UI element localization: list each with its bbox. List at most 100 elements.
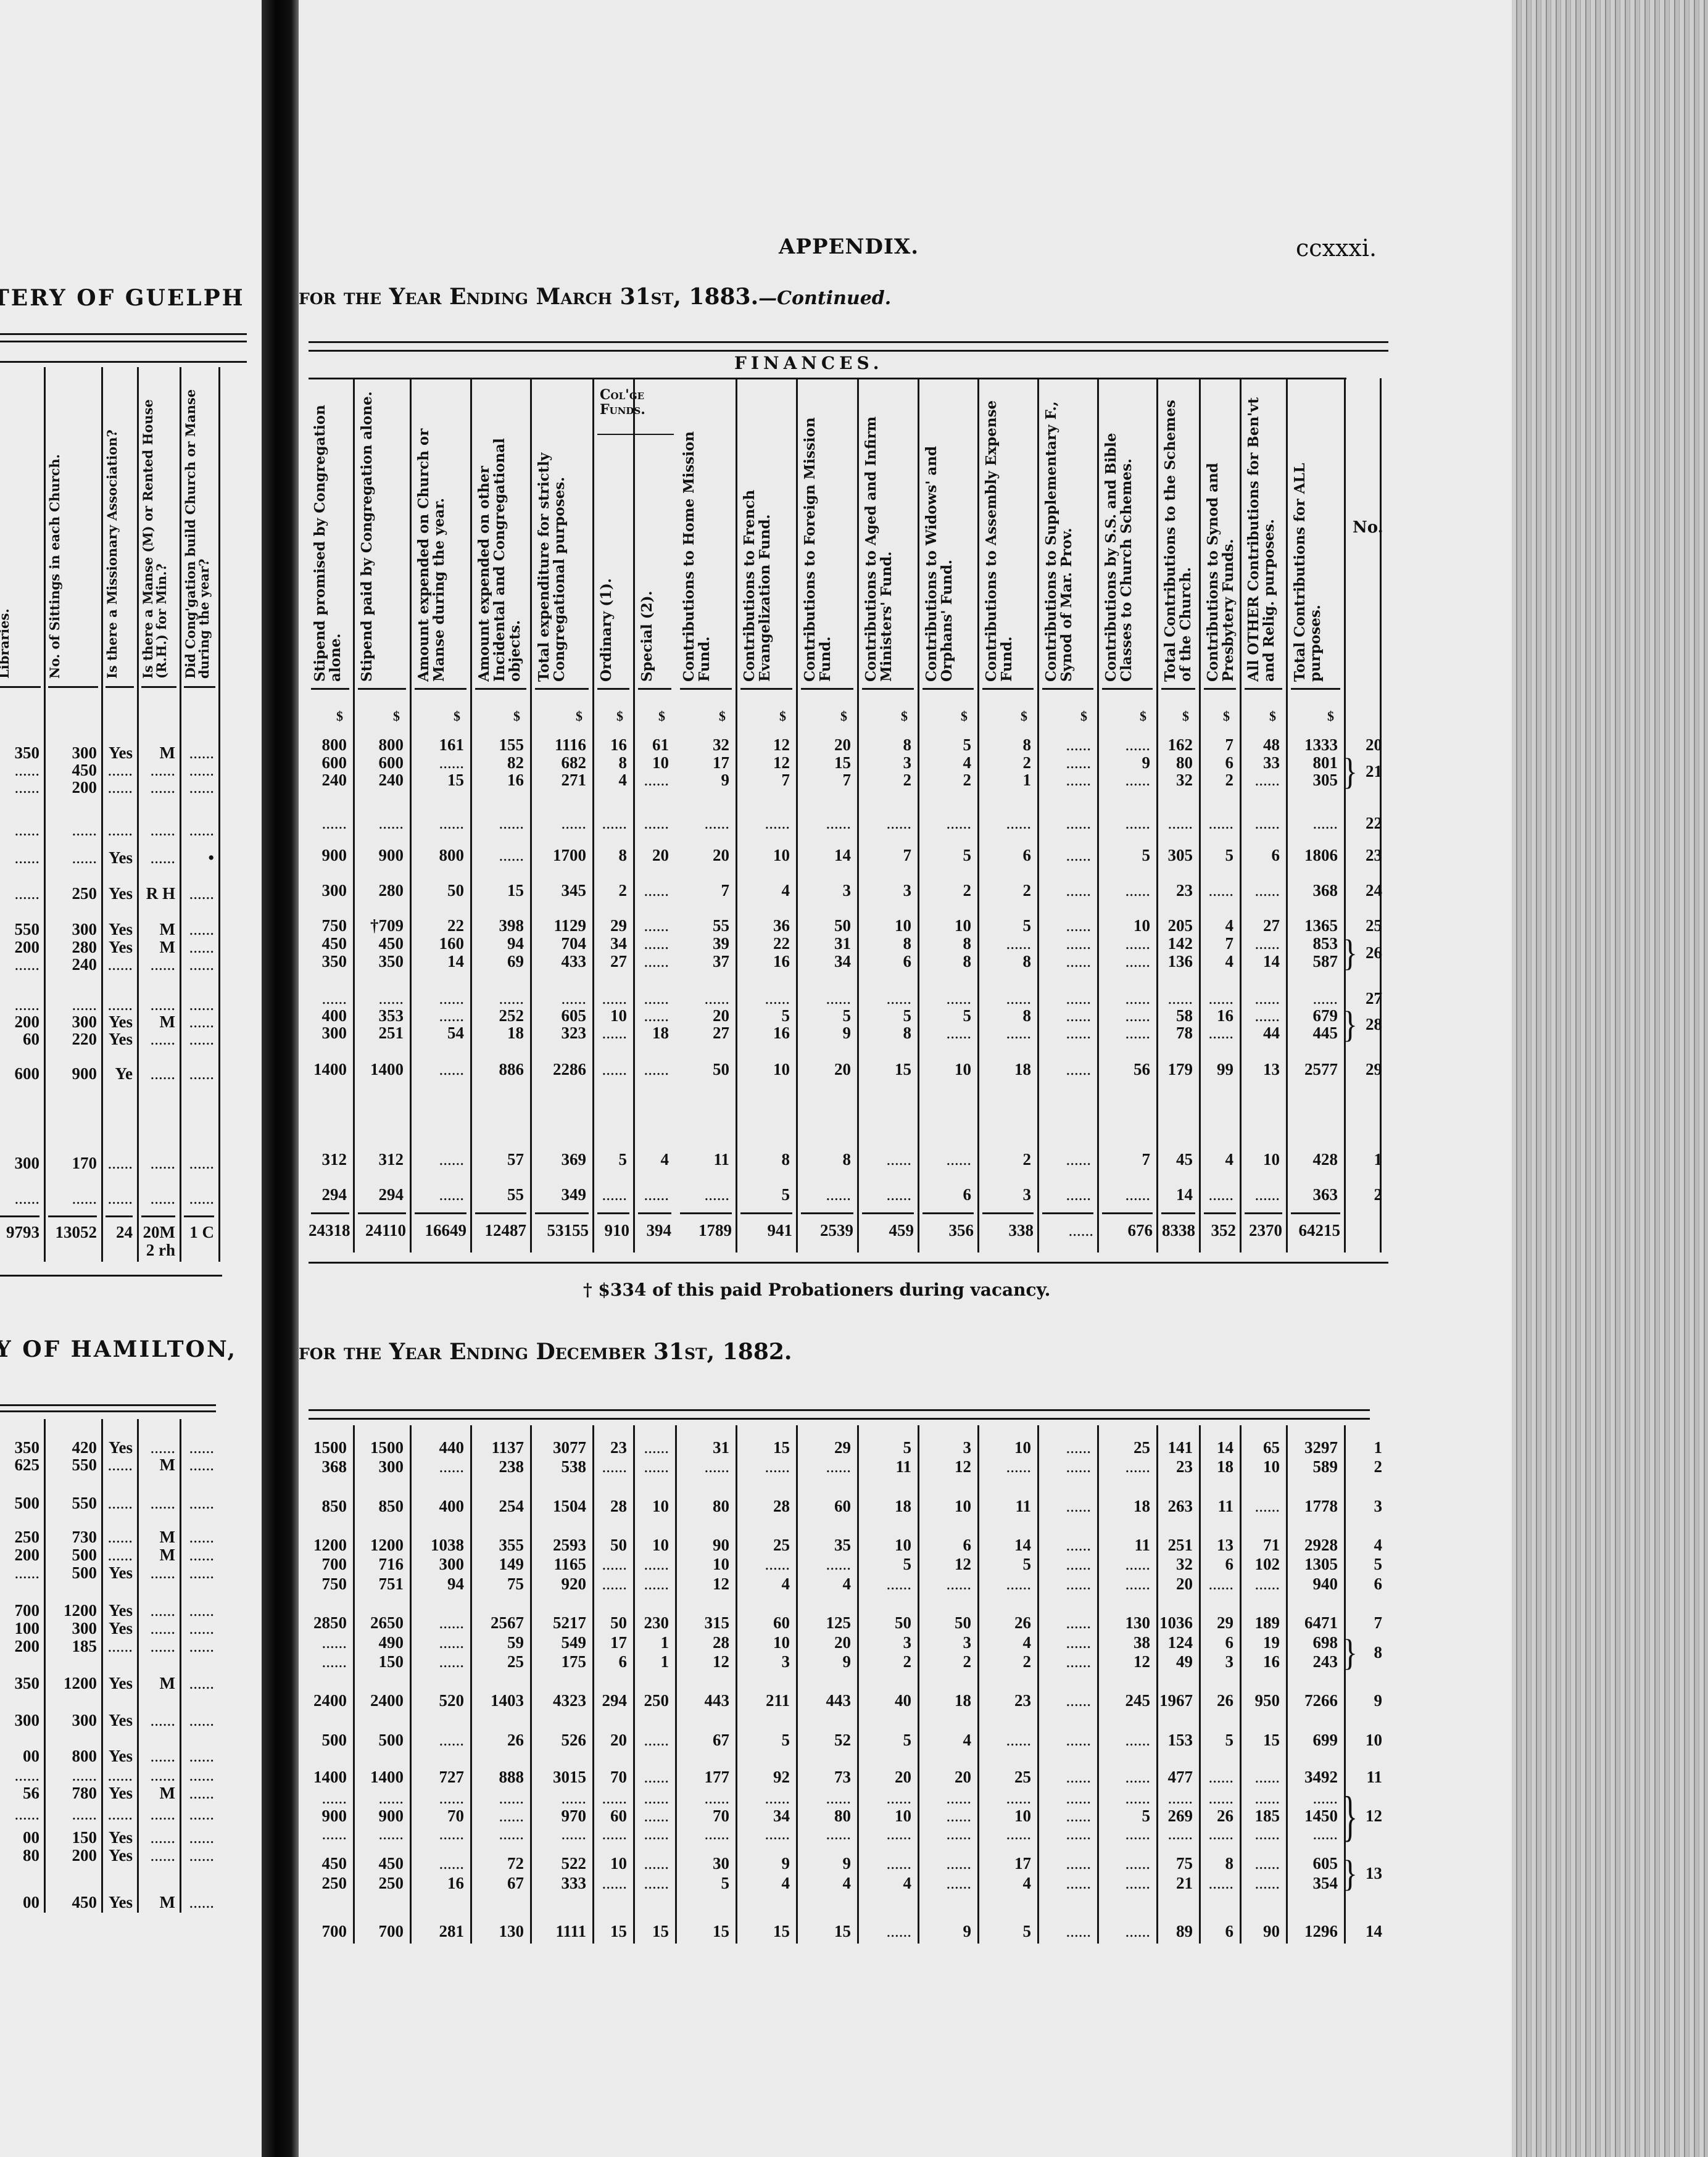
table-cell: 2 [963, 771, 972, 789]
table-cell: 99 [1217, 1060, 1233, 1078]
rule [0, 1410, 216, 1412]
table-cell: 250 [378, 1874, 404, 1892]
table-cell: ...... [644, 771, 670, 789]
table-cell: 00 [23, 1828, 39, 1847]
table-cell: 698 [1312, 1633, 1338, 1652]
currency-symbol: $ [719, 708, 726, 724]
table-cell: ...... [14, 995, 40, 1014]
table-cell: 12 [773, 753, 790, 772]
table-cell: ...... [439, 1652, 465, 1671]
table-cell: 800 [321, 735, 347, 754]
table-cell: 900 [378, 1807, 404, 1825]
table-cell: 70 [447, 1807, 464, 1825]
table-cell: ...... [1125, 1575, 1151, 1593]
table-cell: 9 [721, 771, 730, 789]
table-cell: 57 [507, 1150, 524, 1169]
column-rule [1199, 1425, 1201, 1944]
table-cell: ...... [1066, 1006, 1092, 1025]
table-cell: ...... [886, 814, 912, 832]
table-cell: ...... [1312, 989, 1338, 1008]
currency-symbol: $ [1327, 708, 1334, 724]
table-cell: 8 [903, 735, 912, 754]
table-cell: 15 [834, 753, 851, 772]
row-number: 22 [1366, 814, 1382, 832]
table-cell: 251 [1167, 1536, 1193, 1554]
table-cell: 716 [378, 1555, 404, 1573]
table-cell: 26 [1217, 1691, 1233, 1710]
table-cell: 80 [834, 1807, 851, 1825]
column-rule [137, 367, 139, 1262]
table-cell: ...... [107, 1546, 133, 1564]
table-cell: 9 [781, 1854, 790, 1873]
rule [1042, 688, 1093, 690]
group-heading-finances: FINANCES. [734, 353, 884, 373]
table-cell: ...... [439, 1150, 465, 1169]
table-cell: 161 [439, 735, 465, 754]
table-cell: 245 [1125, 1691, 1151, 1710]
table-cell: 50 [610, 1613, 627, 1632]
row-number: 28 [1366, 1015, 1382, 1033]
table-cell: 10 [895, 1536, 911, 1554]
rule [0, 341, 247, 342]
currency-symbol: $ [576, 708, 582, 724]
table-cell: 600 [14, 1064, 40, 1083]
table-cell: ...... [1006, 1824, 1032, 1843]
table-cell: 2577 [1304, 1060, 1338, 1078]
table-cell: ...... [561, 1789, 587, 1807]
total-cell: 24110 [365, 1221, 406, 1240]
table-cell: 5 [781, 1731, 790, 1749]
table-2-title: for the Year Ending December 31st, 1882. [299, 1339, 792, 1365]
table-cell: 1806 [1304, 846, 1338, 864]
table-cell: 15 [1263, 1731, 1280, 1749]
rule [1291, 1212, 1340, 1214]
table-cell: 271 [561, 771, 587, 789]
table-cell: ...... [1125, 1824, 1151, 1843]
table-cell: 5 [842, 1006, 852, 1025]
table-cell: 345 [561, 881, 587, 900]
row-number: 21 [1366, 762, 1382, 780]
table-cell: ...... [150, 1030, 176, 1048]
rule [680, 688, 732, 690]
table-cell: ...... [1006, 1575, 1032, 1593]
table-cell: 294 [602, 1691, 628, 1710]
column-rule [592, 1425, 594, 1944]
table-cell: 1500 [313, 1438, 347, 1457]
table-cell: 31 [713, 1438, 729, 1457]
table-cell: ...... [602, 1874, 628, 1892]
table-cell: 6 [963, 1536, 972, 1554]
table-cell: ...... [189, 1674, 215, 1692]
table-cell: ...... [561, 814, 587, 832]
table-cell: ...... [644, 1824, 670, 1843]
table-cell: 8 [1225, 1854, 1234, 1873]
table-cell: ...... [1208, 989, 1234, 1008]
column-header: Total expenditure for strictly Congregat… [536, 452, 568, 682]
row-number: 27 [1366, 989, 1382, 1008]
table-cell: 5 [1022, 1922, 1032, 1940]
table-cell: ...... [602, 1457, 628, 1476]
table-cell: 350 [378, 952, 404, 971]
table-cell: ...... [378, 1824, 404, 1843]
table-cell: 10 [713, 1555, 729, 1573]
rule [982, 688, 1034, 690]
bracket-icon: } [1343, 1784, 1358, 1847]
table-cell: 29 [610, 916, 627, 935]
table-cell: ...... [1254, 771, 1280, 789]
table-cell: Yes [109, 1438, 133, 1457]
table-cell: 333 [561, 1874, 587, 1892]
table-cell: 679 [1312, 1006, 1338, 1025]
table-cell: ...... [1254, 1854, 1280, 1873]
currency-symbol: $ [840, 708, 847, 724]
table-cell: ...... [107, 778, 133, 797]
table-cell: ...... [1167, 1789, 1193, 1807]
table-cell: 350 [14, 1438, 40, 1457]
table-cell: ...... [14, 1563, 40, 1582]
table-cell: 900 [321, 846, 347, 864]
table-cell: 20 [610, 1731, 627, 1749]
table-cell: ...... [765, 989, 790, 1008]
currency-symbol: $ [1080, 708, 1087, 724]
table-cell: 5 [963, 735, 972, 754]
table-cell: 8 [903, 934, 912, 953]
column-rule [1344, 1425, 1346, 1944]
table-cell: ...... [189, 1012, 215, 1031]
table-cell: ...... [765, 814, 790, 832]
